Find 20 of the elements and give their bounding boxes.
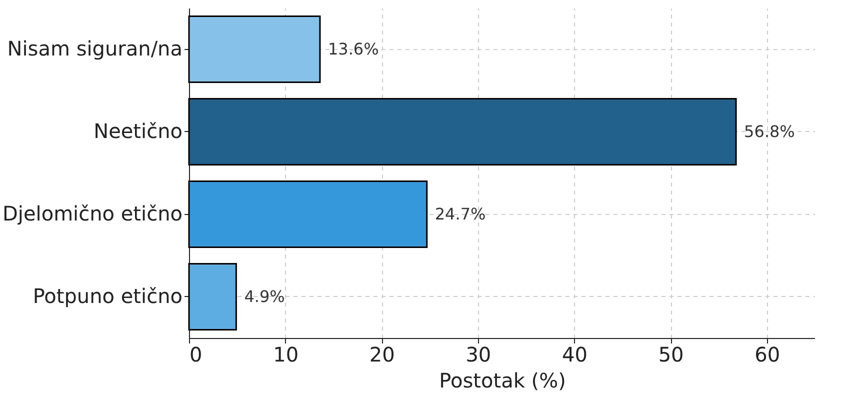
data-label: 56.8% [744, 122, 795, 141]
y-tick-label: Djelomično etično [2, 201, 182, 226]
x-tick-label: 40 [562, 342, 588, 366]
bar [188, 263, 237, 330]
y-tick-label: Neetično [94, 118, 182, 143]
x-tick-label: 50 [658, 342, 684, 366]
x-tick-label: 30 [466, 342, 492, 366]
x-tick-label: 60 [754, 342, 780, 366]
x-tick-label: 20 [369, 342, 395, 366]
y-tick-label: Nisam siguran/na [7, 36, 182, 60]
bar [188, 180, 428, 248]
x-axis-title: Postotak (%) [439, 368, 566, 392]
bar [188, 16, 321, 83]
data-label: 4.9% [244, 286, 285, 306]
y-tick-label: Potpuno etično [32, 284, 182, 308]
data-label: 24.7% [434, 204, 486, 224]
x-tick-label: 10 [273, 342, 299, 366]
data-label: 13.6% [328, 39, 379, 58]
x-tick-label: 0 [190, 342, 202, 366]
bar [188, 98, 737, 166]
